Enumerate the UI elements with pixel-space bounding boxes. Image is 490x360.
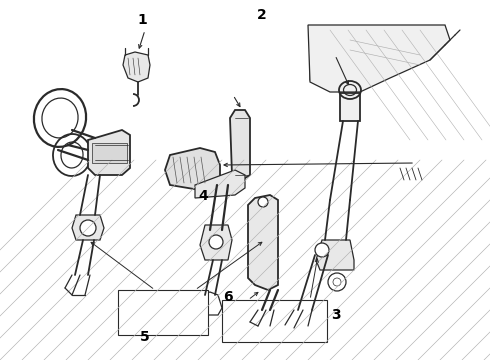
Polygon shape: [248, 195, 278, 290]
Polygon shape: [316, 240, 354, 270]
Bar: [118, 290, 208, 335]
Circle shape: [328, 273, 346, 291]
Circle shape: [80, 220, 96, 236]
Circle shape: [315, 243, 329, 257]
Text: 5: 5: [140, 330, 149, 343]
Circle shape: [209, 235, 223, 249]
Text: 1: 1: [137, 13, 147, 27]
Polygon shape: [200, 225, 232, 260]
Polygon shape: [308, 25, 450, 92]
Polygon shape: [123, 52, 150, 82]
Text: 4: 4: [198, 189, 208, 203]
Polygon shape: [310, 30, 375, 88]
Circle shape: [258, 197, 268, 207]
Polygon shape: [230, 110, 250, 180]
Text: 6: 6: [223, 290, 233, 304]
Bar: [92, 143, 127, 163]
Bar: [340, 93, 360, 121]
Polygon shape: [195, 170, 245, 198]
Text: 2: 2: [257, 8, 267, 22]
Polygon shape: [88, 130, 130, 175]
Text: 3: 3: [331, 308, 341, 322]
Polygon shape: [72, 215, 104, 240]
Bar: [222, 300, 327, 342]
Polygon shape: [165, 148, 220, 190]
